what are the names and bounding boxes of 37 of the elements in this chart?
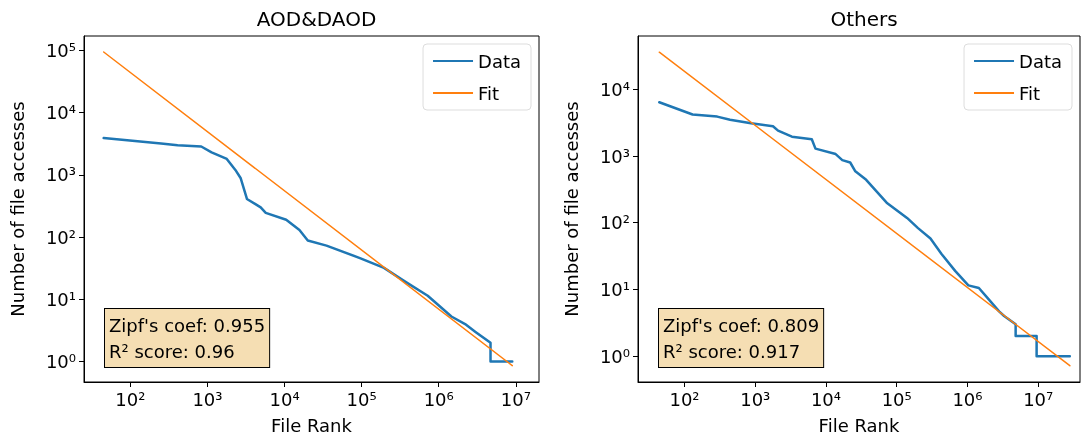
x-tick-label: 10⁶ [423,388,454,410]
y-axis-title: Number of file accesses [560,101,582,317]
annotation: R² score: 0.917 [663,340,801,362]
x-tick-label: 10² [115,388,146,410]
y-tick-label: 10³ [599,145,630,167]
x-axis-title: File Rank [818,414,900,436]
y-tick-label: 10² [45,226,76,248]
x-axis-title: File Rank [271,414,353,436]
x-tick-label: 10⁵ [346,388,377,410]
annotation: R² score: 0.96 [109,340,235,362]
x-tick-label: 10⁷ [500,388,531,410]
y-tick-label: 10² [599,212,630,234]
y-tick-label: 10³ [45,164,76,186]
x-tick-label: 10⁴ [810,388,842,410]
legend-label: Fit [1019,82,1041,104]
y-tick-label: 10⁰ [599,345,630,367]
y-tick-label: 10⁵ [45,39,76,61]
legend-label: Data [1019,50,1063,72]
annotation: Zipf's coef: 0.955 [109,314,266,336]
y-tick-label: 10⁴ [599,78,630,100]
x-tick-label: 10⁶ [952,388,983,410]
chart-title: AOD&DAOD [256,7,377,31]
x-tick-label: 10⁴ [269,388,300,410]
y-tick-label: 10¹ [45,288,76,310]
legend-label: Data [478,50,522,72]
x-tick-label: 10⁵ [881,388,912,410]
y-axis-title: Number of file accesses [6,101,28,317]
x-tick-label: 10³ [740,388,771,410]
x-tick-label: 10² [669,388,700,410]
x-tick-label: 10³ [192,388,223,410]
y-tick-label: 10¹ [599,278,630,300]
y-tick-label: 10⁰ [45,351,76,373]
chart-title: Others [830,7,898,31]
x-tick-label: 10⁷ [1023,388,1054,410]
y-tick-label: 10⁴ [45,102,76,124]
annotation: Zipf's coef: 0.809 [663,314,820,336]
legend-label: Fit [478,82,500,104]
